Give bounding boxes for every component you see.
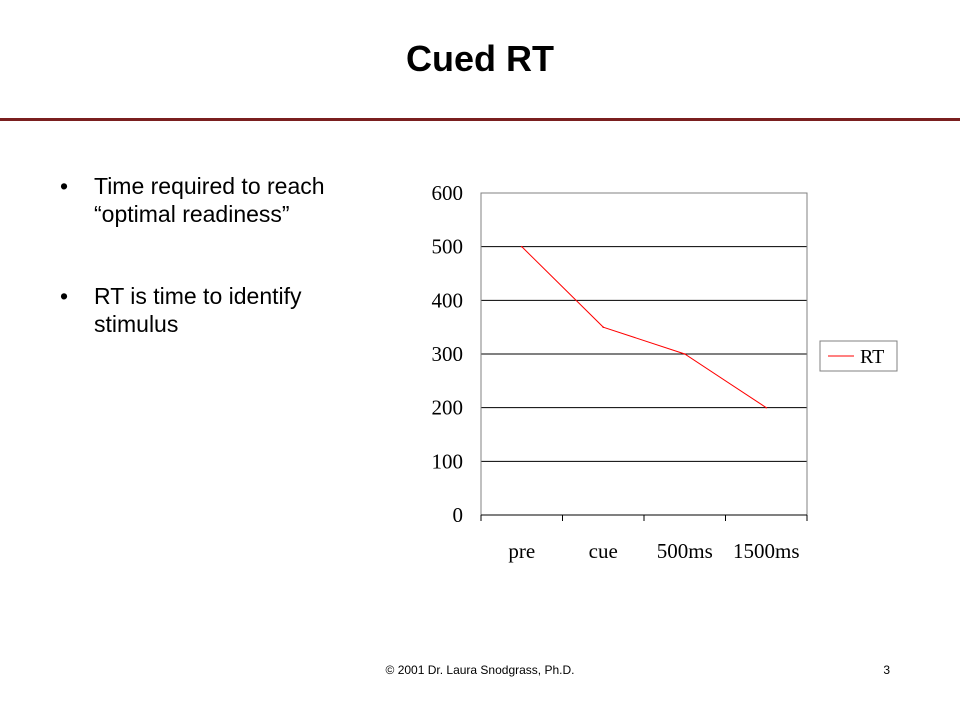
y-tick-label: 400 [432, 288, 464, 312]
y-tick-label: 600 [432, 181, 464, 205]
y-tick-label: 0 [453, 503, 464, 527]
legend-label: RT [860, 346, 884, 368]
rt-line-chart: 0 100 200 300 400 500 600 pre cue 500ms 1500ms RT [432, 181, 898, 563]
x-tick-label: 1500ms [733, 539, 800, 563]
x-tick-label: 500ms [657, 539, 713, 563]
y-tick-label: 200 [432, 396, 464, 420]
bullet-dot: • [60, 283, 69, 309]
data-point [520, 245, 523, 248]
bullet-list: • Time required to reach “optimal readin… [60, 172, 390, 392]
slide-title: Cued RT [406, 38, 554, 79]
bullet-text: RT is time to identify stimulus [94, 283, 302, 337]
x-tick-label: pre [508, 539, 535, 563]
series-line-rt [521, 246, 767, 409]
title-divider [0, 118, 960, 121]
page-number: 3 [883, 663, 890, 677]
y-tick-label: 100 [432, 449, 464, 473]
y-tick-label: 300 [432, 342, 464, 366]
data-point [765, 406, 768, 409]
data-point [602, 326, 605, 328]
footer-copyright: © 2001 Dr. Laura Snodgrass, Ph.D. [385, 663, 575, 677]
bullet-text: Time required to reach “optimal readines… [94, 173, 325, 227]
bullet-item: • RT is time to identify stimulus [60, 282, 390, 338]
data-point [683, 353, 686, 355]
x-tick-label: cue [589, 539, 618, 563]
bullet-item: • Time required to reach “optimal readin… [60, 172, 390, 228]
y-tick-label: 500 [432, 235, 464, 259]
bullet-dot: • [60, 173, 69, 199]
